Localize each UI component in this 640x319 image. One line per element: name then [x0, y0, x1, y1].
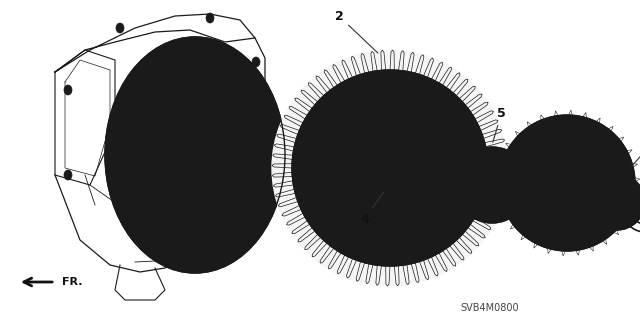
Circle shape — [349, 225, 359, 235]
Circle shape — [589, 174, 640, 230]
Circle shape — [511, 200, 521, 210]
Circle shape — [563, 119, 571, 127]
Circle shape — [454, 147, 530, 223]
Ellipse shape — [201, 229, 211, 242]
Ellipse shape — [244, 189, 253, 203]
Circle shape — [630, 182, 637, 189]
Text: 5: 5 — [0, 318, 1, 319]
Circle shape — [292, 70, 488, 266]
Circle shape — [563, 239, 571, 247]
Circle shape — [605, 137, 613, 145]
Text: FR.: FR. — [62, 277, 83, 287]
Text: 2: 2 — [335, 10, 378, 53]
Circle shape — [520, 137, 529, 145]
Ellipse shape — [105, 37, 285, 273]
Circle shape — [539, 155, 595, 211]
Circle shape — [503, 179, 511, 187]
Ellipse shape — [64, 85, 72, 95]
Circle shape — [472, 207, 481, 217]
Ellipse shape — [116, 23, 124, 33]
Circle shape — [602, 187, 632, 217]
Ellipse shape — [252, 57, 260, 67]
Circle shape — [597, 215, 604, 222]
Circle shape — [457, 163, 467, 173]
Circle shape — [623, 179, 631, 187]
Circle shape — [591, 198, 598, 205]
Ellipse shape — [64, 170, 72, 180]
Circle shape — [471, 164, 513, 206]
Circle shape — [511, 160, 521, 170]
Circle shape — [614, 221, 621, 228]
Ellipse shape — [128, 149, 138, 161]
Ellipse shape — [188, 146, 202, 164]
Text: 3: 3 — [0, 318, 1, 319]
Circle shape — [630, 215, 637, 222]
Ellipse shape — [201, 68, 211, 81]
Circle shape — [637, 198, 640, 205]
Ellipse shape — [120, 55, 270, 255]
Text: SVB4M0800: SVB4M0800 — [461, 303, 519, 313]
Circle shape — [272, 50, 508, 286]
Circle shape — [518, 180, 528, 190]
Text: 4: 4 — [360, 192, 383, 226]
Ellipse shape — [150, 211, 160, 224]
Circle shape — [614, 175, 621, 182]
Ellipse shape — [254, 133, 262, 143]
Ellipse shape — [244, 108, 253, 121]
Circle shape — [380, 158, 400, 178]
Circle shape — [492, 150, 502, 160]
Circle shape — [458, 169, 468, 179]
Text: 1: 1 — [632, 118, 640, 166]
Circle shape — [520, 221, 529, 229]
Ellipse shape — [150, 86, 160, 99]
Circle shape — [472, 153, 481, 163]
Circle shape — [597, 182, 604, 189]
Ellipse shape — [206, 13, 214, 23]
Circle shape — [458, 191, 468, 201]
Circle shape — [499, 115, 635, 251]
Circle shape — [349, 101, 359, 111]
Circle shape — [605, 221, 613, 229]
Circle shape — [492, 211, 502, 220]
Text: 5: 5 — [493, 107, 506, 142]
